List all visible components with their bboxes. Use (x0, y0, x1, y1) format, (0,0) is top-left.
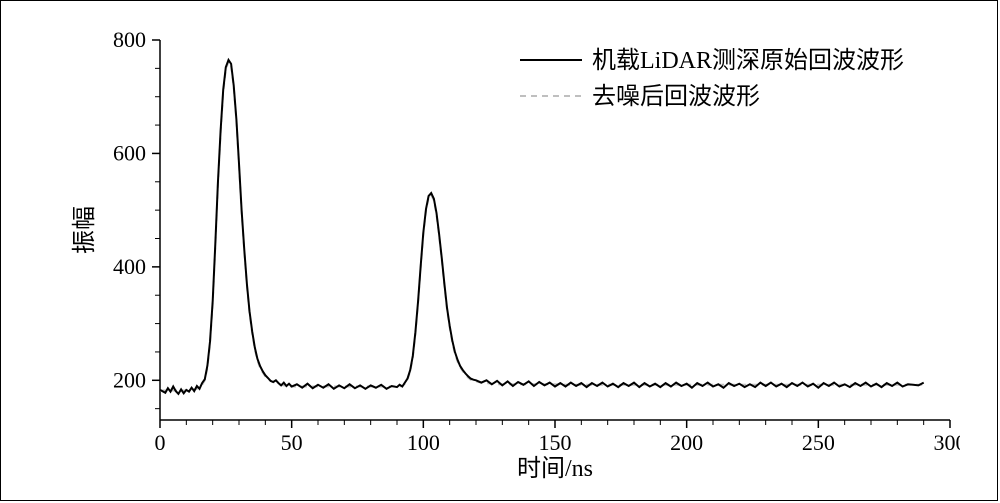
y-tick-label: 200 (113, 367, 146, 392)
legend-label-raw: 机载LiDAR测深原始回波波形 (592, 47, 904, 74)
chart-container: 0 50 100 150 200 250 300 时间/ns 200 400 600 800 振幅 机载L… (40, 20, 960, 480)
x-tick-label: 200 (670, 430, 703, 455)
x-axis-label: 时间/ns (517, 455, 593, 480)
x-tick-label: 100 (407, 430, 440, 455)
chart-svg: 0 50 100 150 200 250 300 时间/ns 200 400 600 800 振幅 机载L… (40, 20, 960, 480)
x-tick-label: 300 (934, 430, 961, 455)
x-tick-label: 0 (155, 430, 166, 455)
legend-label-denoised: 去噪后回波波形 (592, 83, 760, 110)
x-tick-label: 250 (802, 430, 835, 455)
x-tick-label: 150 (539, 430, 572, 455)
series-denoised (160, 62, 924, 391)
x-tick-label: 50 (281, 430, 303, 455)
y-tick-label: 600 (113, 140, 146, 165)
series-raw (160, 60, 924, 394)
y-tick-label: 400 (113, 254, 146, 279)
y-tick-label: 800 (113, 27, 146, 52)
y-axis-label: 振幅 (71, 206, 98, 254)
